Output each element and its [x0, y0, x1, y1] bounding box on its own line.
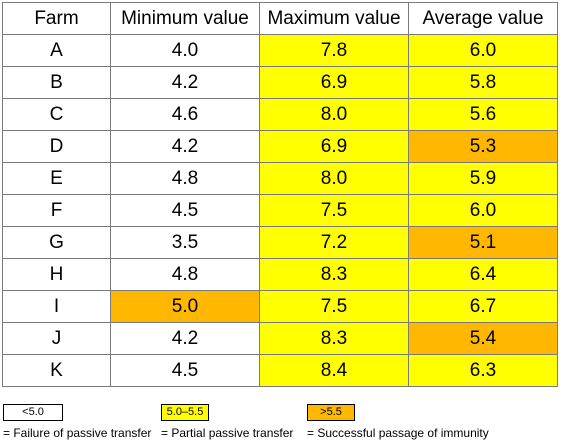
cell-farm: D: [2, 130, 111, 163]
table-row: H 4.8 8.3 6.4: [2, 258, 558, 291]
header-farm: Farm: [2, 2, 111, 35]
cell-farm: G: [2, 226, 111, 259]
cell-minimum-value: 4.6: [110, 98, 260, 131]
cell-average-value: 5.3: [408, 130, 558, 163]
table-row: A 4.0 7.8 6.0: [2, 34, 558, 67]
header-average-value: Average value: [408, 2, 558, 35]
cell-maximum-value: 6.9: [259, 130, 409, 163]
farm-values-table: Farm Minimum value Maximum value Average…: [2, 2, 558, 387]
cell-maximum-value: 8.3: [259, 258, 409, 291]
header-maximum-value: Maximum value: [259, 2, 409, 35]
table-row: E 4.8 8.0 5.9: [2, 162, 558, 195]
cell-average-value: 6.4: [408, 258, 558, 291]
cell-maximum-value: 7.5: [259, 194, 409, 227]
cell-minimum-value: 3.5: [110, 226, 260, 259]
cell-minimum-value: 4.5: [110, 194, 260, 227]
legend-text-successful: = Successful passage of immunity: [307, 426, 489, 440]
cell-minimum-value: 4.2: [110, 130, 260, 163]
table-row: I 5.0 7.5 6.7: [2, 290, 558, 323]
cell-maximum-value: 7.8: [259, 34, 409, 67]
legend: <5.0 = Failure of passive transfer 5.0–5…: [3, 404, 558, 444]
cell-farm: H: [2, 258, 111, 291]
cell-farm: F: [2, 194, 111, 227]
cell-minimum-value: 4.2: [110, 66, 260, 99]
cell-maximum-value: 7.2: [259, 226, 409, 259]
cell-average-value: 5.6: [408, 98, 558, 131]
table-body: A 4.0 7.8 6.0 B 4.2 6.9 5.8 C 4.6 8.0 5.6 D 4.2 6.9 5.3…: [2, 34, 558, 387]
cell-minimum-value: 4.5: [110, 354, 260, 387]
cell-minimum-value: 5.0: [110, 290, 260, 323]
cell-farm: B: [2, 66, 111, 99]
cell-average-value: 6.0: [408, 34, 558, 67]
cell-average-value: 6.7: [408, 290, 558, 323]
legend-text-failure: = Failure of passive transfer: [3, 426, 152, 440]
cell-maximum-value: 8.0: [259, 98, 409, 131]
legend-item-partial: 5.0–5.5 = Partial passive transfer: [161, 404, 293, 440]
cell-average-value: 6.3: [408, 354, 558, 387]
cell-average-value: 5.4: [408, 322, 558, 355]
cell-average-value: 5.9: [408, 162, 558, 195]
legend-item-successful: >5.5 = Successful passage of immunity: [307, 404, 489, 440]
cell-farm: C: [2, 98, 111, 131]
cell-minimum-value: 4.8: [110, 258, 260, 291]
legend-swatch-orange: >5.5: [307, 404, 355, 421]
table-header-row: Farm Minimum value Maximum value Average…: [2, 2, 558, 35]
cell-farm: I: [2, 290, 111, 323]
cell-average-value: 6.0: [408, 194, 558, 227]
cell-maximum-value: 7.5: [259, 290, 409, 323]
header-minimum-value: Minimum value: [110, 2, 260, 35]
cell-average-value: 5.8: [408, 66, 558, 99]
table-row: G 3.5 7.2 5.1: [2, 226, 558, 259]
cell-minimum-value: 4.0: [110, 34, 260, 67]
table-row: J 4.2 8.3 5.4: [2, 322, 558, 355]
cell-minimum-value: 4.2: [110, 322, 260, 355]
table-row: D 4.2 6.9 5.3: [2, 130, 558, 163]
cell-farm: A: [2, 34, 111, 67]
legend-item-failure: <5.0 = Failure of passive transfer: [3, 404, 151, 440]
cell-maximum-value: 8.4: [259, 354, 409, 387]
legend-swatch-yellow: 5.0–5.5: [161, 404, 209, 421]
table-row: C 4.6 8.0 5.6: [2, 98, 558, 131]
table-row: K 4.5 8.4 6.3: [2, 354, 558, 387]
cell-farm: J: [2, 322, 111, 355]
table-row: F 4.5 7.5 6.0: [2, 194, 558, 227]
cell-average-value: 5.1: [408, 226, 558, 259]
legend-swatch-white: <5.0: [3, 404, 63, 421]
cell-farm: E: [2, 162, 111, 195]
legend-text-partial: = Partial passive transfer: [161, 426, 294, 440]
cell-maximum-value: 8.3: [259, 322, 409, 355]
cell-maximum-value: 8.0: [259, 162, 409, 195]
cell-minimum-value: 4.8: [110, 162, 260, 195]
cell-maximum-value: 6.9: [259, 66, 409, 99]
cell-farm: K: [2, 354, 111, 387]
table-row: B 4.2 6.9 5.8: [2, 66, 558, 99]
data-table-container: Farm Minimum value Maximum value Average…: [2, 2, 558, 387]
